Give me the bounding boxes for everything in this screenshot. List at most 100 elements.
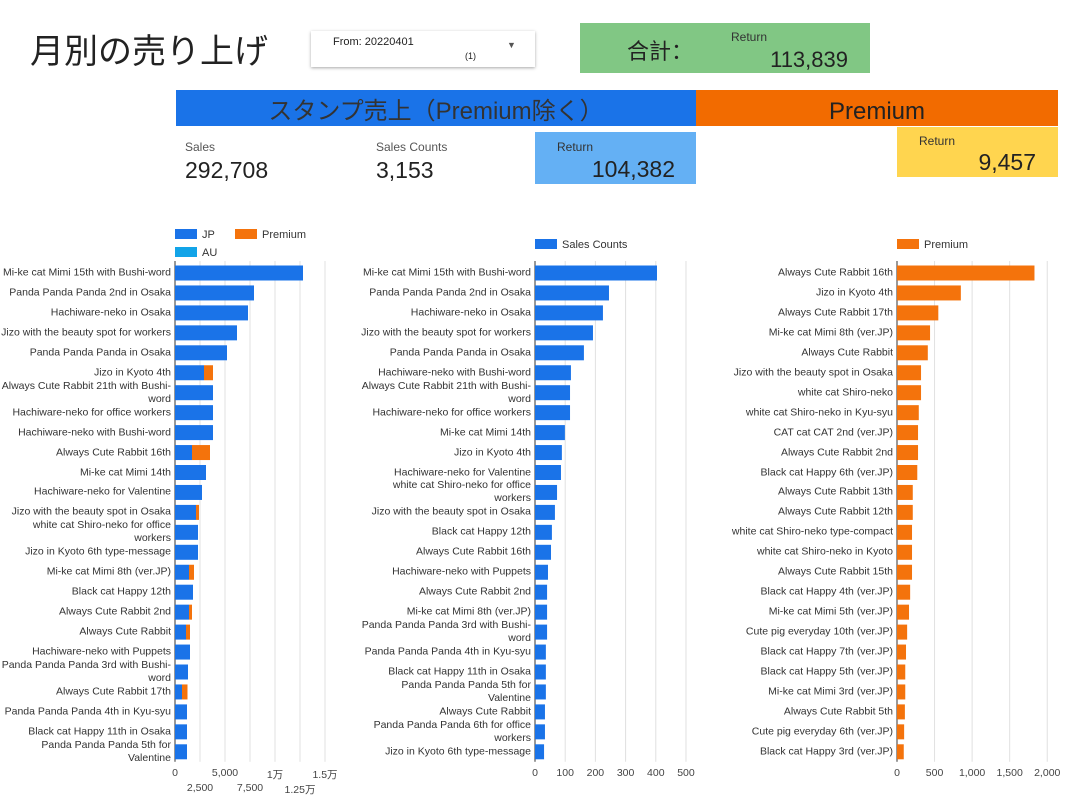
bar <box>189 564 194 580</box>
y-category-label: Mi-ke cat Mimi 15th with Bushi-word <box>362 266 531 279</box>
bar <box>535 305 603 321</box>
kpi-value: 104,382 <box>591 156 675 182</box>
bar <box>897 405 919 421</box>
bar <box>535 704 545 720</box>
x-tick-label: 1,000 <box>958 767 986 779</box>
bar <box>175 684 182 700</box>
bar <box>535 624 548 640</box>
bar <box>186 624 190 640</box>
page-title: 月別の売り上げ <box>30 33 268 71</box>
stamp-banner: スタンプ売上（Premium除く） <box>176 90 696 126</box>
bar <box>535 365 571 381</box>
bar <box>175 664 188 680</box>
total-label: 合計： <box>627 39 694 64</box>
total-value: 113,839 <box>770 47 848 72</box>
x-tick-label: 500 <box>925 767 944 779</box>
y-category-label: Always Cute Rabbit 16th <box>56 446 171 459</box>
bar <box>175 704 187 720</box>
bar <box>897 544 913 560</box>
bar <box>535 524 552 540</box>
legend-label: Premium <box>924 239 969 251</box>
y-category-label: Jizo with the beauty spot for workers <box>1 326 171 339</box>
x-tick-label: 2,500 <box>186 782 214 794</box>
y-category-label: white cat Shiro-neko in Kyoto <box>757 545 893 558</box>
y-category-label: Always Cute Rabbit 16th <box>778 266 893 279</box>
y-category-label: Jizo in Kyoto 4th <box>93 366 171 379</box>
bar <box>175 584 193 600</box>
bar <box>897 465 918 480</box>
bar <box>175 504 196 520</box>
legend-swatch <box>175 229 197 239</box>
x-tick-label: 1,500 <box>996 767 1023 779</box>
y-category-label: Always Cute Rabbit 12th <box>778 505 893 518</box>
bar <box>535 405 571 421</box>
x-tick-label: 300 <box>616 767 635 779</box>
y-category-label: Always Cute Rabbit <box>439 705 531 718</box>
y-category-label: Jizo in Kyoto 6th type-message <box>25 545 171 558</box>
bar <box>535 465 561 480</box>
legend-label: Premium <box>262 229 307 241</box>
kpi-label: Sales <box>185 140 216 154</box>
y-category-label: Always Cute Rabbit 21th with Bushi-word <box>361 379 531 405</box>
x-tick-label: 0 <box>172 767 178 779</box>
legend-label: JP <box>202 229 215 241</box>
y-category-label: Jizo in Kyoto 4th <box>453 446 531 459</box>
bar <box>535 744 545 760</box>
bar <box>897 624 908 640</box>
y-category-label: Panda Panda Panda 3rd with Bushi-word <box>361 619 531 645</box>
date-filter[interactable]: From: 20220401 (1) ▼ <box>311 31 535 67</box>
bar <box>175 265 303 281</box>
premium-banner: Premium <box>696 90 1058 126</box>
bar <box>897 305 939 321</box>
legend-label: AU <box>202 247 218 259</box>
y-category-label: Cute pig everyday 6th (ver.JP) <box>751 725 893 738</box>
x-tick-label: 1万 <box>266 769 284 781</box>
bar <box>897 704 905 720</box>
y-category-label: Black cat Happy 5th (ver.JP) <box>760 665 893 678</box>
y-category-label: Black cat Happy 12th <box>71 585 171 598</box>
bar <box>535 345 584 361</box>
y-category-label: Black cat Happy 3rd (ver.JP) <box>759 745 893 758</box>
bar <box>175 624 186 640</box>
y-category-label: Black cat Happy 11th in Osaka <box>28 725 171 738</box>
legend-item: AU <box>175 247 217 259</box>
bar <box>196 504 199 520</box>
total-box: 合計： Return 113,839 <box>580 23 870 73</box>
bar <box>175 405 213 421</box>
y-category-label: Mi-ke cat Mimi 14th <box>439 426 531 439</box>
bar <box>535 724 545 740</box>
y-category-label: Always Cute Rabbit 16th <box>416 545 531 558</box>
return-box: Return 9,457 <box>897 127 1058 177</box>
y-category-label: Mi-ke cat Mimi 14th <box>79 466 171 478</box>
y-category-label: Panda Panda Panda 4th in Kyu-syu <box>4 705 171 718</box>
x-tick-label: 5,000 <box>211 767 239 779</box>
y-category-label: Panda Panda Panda in Osaka <box>29 346 171 359</box>
bar <box>535 484 558 500</box>
bar <box>175 465 206 480</box>
x-tick-label: 200 <box>586 767 605 779</box>
legend-swatch <box>175 247 197 257</box>
kpi-value: 292,708 <box>185 157 269 183</box>
y-category-label: Jizo with the beauty spot in Osaka <box>11 505 171 518</box>
y-category-label: CAT cat CAT 2nd (ver.JP) <box>773 426 893 439</box>
bar <box>897 385 922 401</box>
bar <box>897 265 1035 281</box>
bar <box>535 325 593 341</box>
y-category-label: Always Cute Rabbit <box>79 625 171 638</box>
y-category-label: Panda Panda Panda 3rd with Bushi-word <box>1 659 171 684</box>
kpi-value: 3,153 <box>376 157 434 183</box>
y-category-label: Hachiware-neko for office workers <box>372 406 531 419</box>
bar <box>897 345 928 361</box>
bar <box>897 524 913 540</box>
y-category-label: Hachiware-neko in Osaka <box>410 306 531 319</box>
y-category-label: Panda Panda Panda 5th for Valentine <box>41 738 171 764</box>
y-category-label: white cat Shiro-neko <box>797 386 893 399</box>
dropdown-arrow: ▼ <box>507 40 516 50</box>
bar <box>897 425 919 441</box>
y-category-label: Jizo with the beauty spot in Osaka <box>733 366 893 379</box>
kpi-label: Return <box>557 140 594 154</box>
x-tick-label: 2,000 <box>1034 767 1061 779</box>
y-category-label: Mi-ke cat Mimi 3rd (ver.JP) <box>768 685 893 698</box>
y-category-label: Black cat Happy 11th in Osaka <box>388 665 531 678</box>
legend-swatch <box>535 239 557 249</box>
